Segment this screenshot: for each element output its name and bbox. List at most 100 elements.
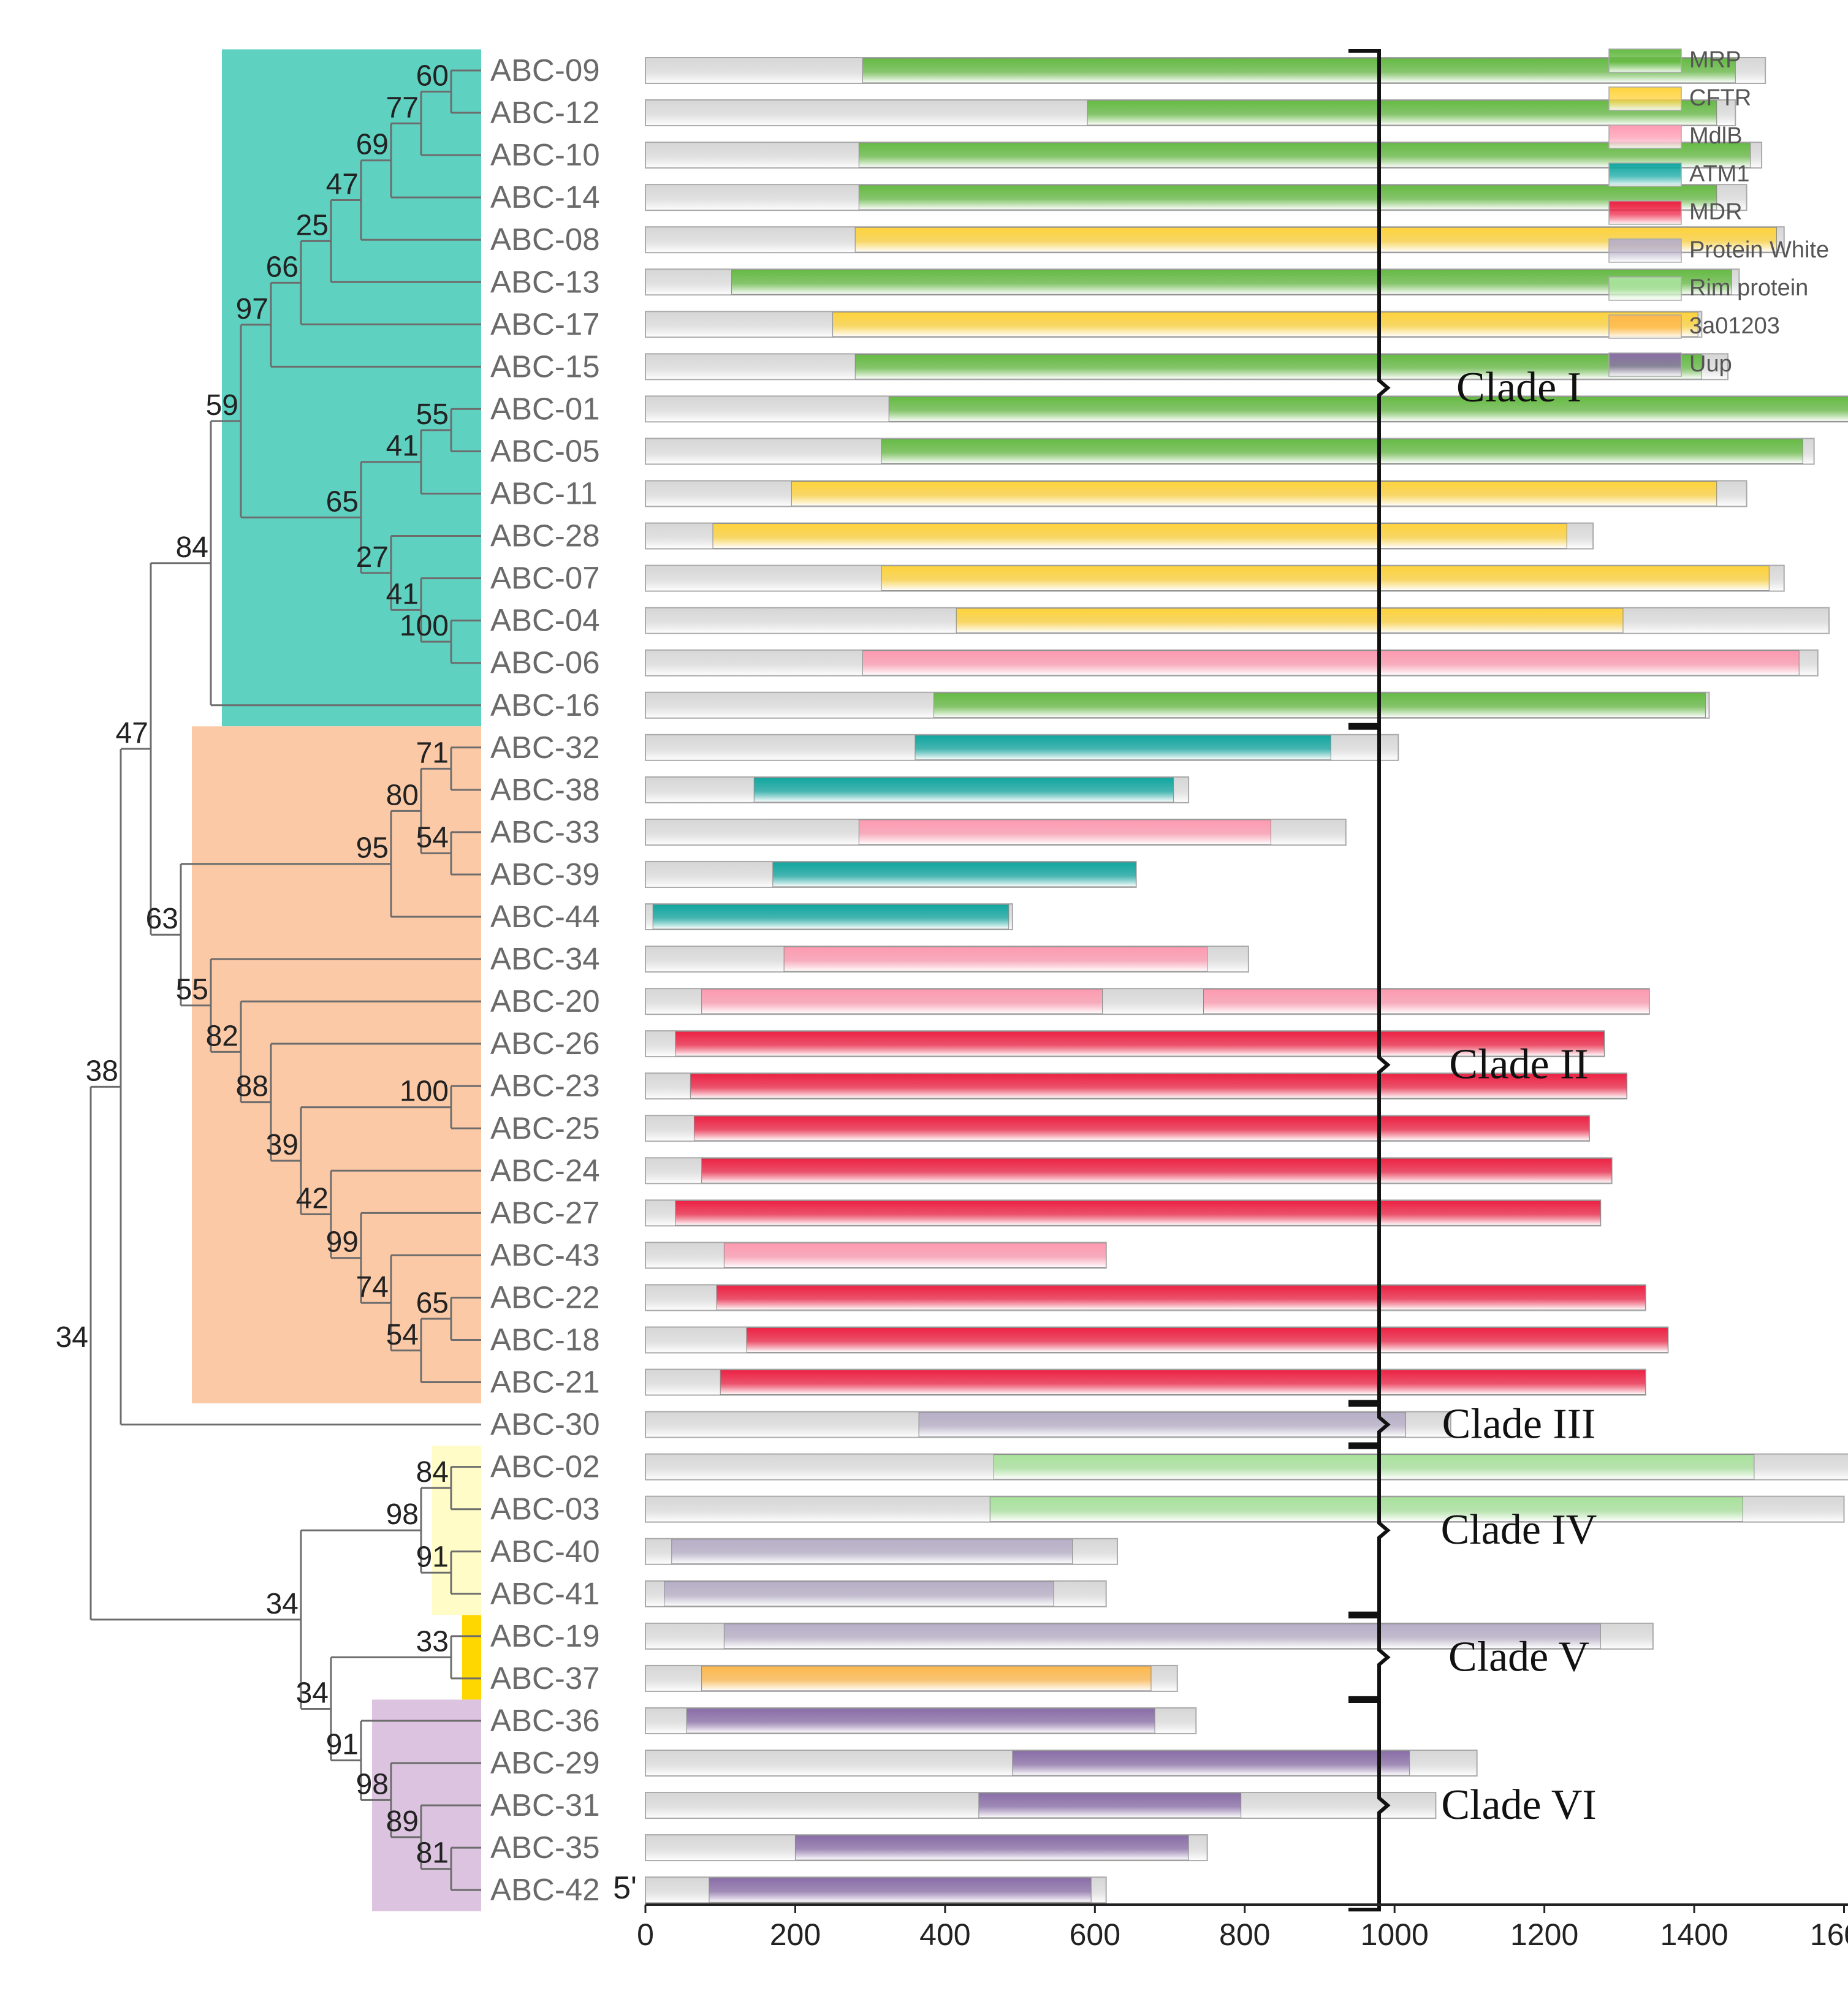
clade-label: Clade IV [1441, 1506, 1597, 1553]
legend-swatch [1608, 48, 1682, 73]
axis-tick-label: 600 [1070, 1917, 1120, 1952]
taxon-label: ABC-25 [490, 1110, 600, 1145]
domain-mdr [675, 1031, 1605, 1056]
domain-mdr [675, 1200, 1601, 1226]
domain-mdr [716, 1284, 1646, 1310]
bootstrap-value: 41 [386, 430, 419, 463]
bootstrap-value: 42 [296, 1183, 329, 1215]
domain-mrp [934, 692, 1706, 718]
taxon-label: ABC-17 [490, 306, 600, 341]
domain-protein-white [671, 1539, 1073, 1565]
legend-swatch [1608, 276, 1682, 301]
taxon-label: ABC-15 [490, 349, 600, 384]
taxon-label: ABC-12 [490, 95, 600, 130]
legend-swatch [1608, 162, 1682, 187]
legend-label: 3a01203 [1689, 313, 1780, 339]
taxon-label: ABC-04 [490, 603, 600, 638]
axis-tick-label: 1200 [1510, 1917, 1578, 1952]
legend-label: Protein White [1689, 237, 1829, 263]
bootstrap-value: 84 [176, 531, 208, 564]
taxon-label: ABC-22 [490, 1280, 600, 1314]
domain-mrp [888, 396, 1848, 422]
clade-bracket [1348, 1445, 1391, 1615]
taxon-label: ABC-38 [490, 772, 600, 807]
taxon-label: ABC-11 [490, 476, 598, 511]
bootstrap-value: 91 [416, 1541, 449, 1573]
domain-protein-white [723, 1623, 1601, 1649]
taxon-labels: ABC-09 ABC-12 ABC-10 ABC-14 ABC-08 ABC-13 ABC-… [490, 53, 600, 1907]
legend-swatch [1608, 238, 1682, 263]
taxon-label: ABC-44 [490, 899, 600, 934]
taxon-label: ABC-34 [490, 941, 600, 976]
domain-mdlb [723, 1242, 1107, 1268]
taxon-label: ABC-29 [490, 1745, 600, 1780]
domain-mdr [746, 1327, 1668, 1352]
clade-bracket [1348, 1614, 1391, 1700]
taxon-label: ABC-35 [490, 1830, 600, 1865]
axis-tick-label: 1400 [1660, 1917, 1728, 1952]
bootstrap-value: 69 [356, 129, 389, 161]
taxon-label: ABC-09 [490, 53, 600, 88]
domain-mdr [701, 1158, 1613, 1183]
domain-mrp [854, 354, 1702, 379]
bootstrap-value: 97 [236, 293, 268, 325]
taxon-label: ABC-05 [490, 433, 600, 468]
taxon-label: ABC-10 [490, 137, 600, 172]
five-prime-label: 5' [613, 1870, 637, 1906]
domain-uup [686, 1708, 1155, 1734]
domain-mrp [862, 58, 1736, 83]
domain-mdr [690, 1073, 1627, 1099]
taxon-label: ABC-01 [490, 391, 600, 426]
bootstrap-value: 33 [416, 1625, 449, 1658]
axis-tick-label: 1000 [1361, 1917, 1429, 1952]
taxon-label: ABC-19 [490, 1618, 600, 1653]
legend-swatch [1608, 352, 1682, 377]
axis-tick-label: 200 [770, 1917, 821, 1952]
bootstrap-value: 81 [416, 1837, 449, 1870]
bootstrap-value: 38 [86, 1055, 118, 1087]
domain-atm1 [652, 904, 1010, 930]
domain-mrp [731, 269, 1732, 295]
taxon-label: ABC-03 [490, 1492, 600, 1527]
taxon-label: ABC-26 [490, 1026, 600, 1061]
taxon-label: ABC-39 [490, 857, 600, 892]
domain-uup [794, 1835, 1189, 1861]
length-axis: 0200400600800100012001400160018005'3' [613, 1870, 1848, 1952]
bootstrap-value: 47 [326, 168, 359, 200]
axis-tick-label: 0 [637, 1917, 654, 1952]
taxon-label: ABC-30 [490, 1407, 600, 1442]
clade-label: Clade V [1448, 1633, 1589, 1680]
taxon-label: ABC-27 [490, 1195, 600, 1230]
domain-rim-protein [993, 1454, 1755, 1480]
bootstrap-value: 88 [236, 1071, 268, 1103]
taxon-label: ABC-14 [490, 180, 600, 214]
domain-uup [1012, 1750, 1410, 1776]
clade-bracket [1348, 1699, 1391, 1912]
bootstrap-value: 91 [326, 1729, 359, 1761]
clade-brackets: Clade I Clade II Clade III Clade IV Clade V C… [1348, 49, 1597, 1912]
taxon-label: ABC-42 [490, 1872, 600, 1907]
clade-label: Clade III [1442, 1401, 1596, 1448]
domain-mrp [858, 142, 1751, 168]
bootstrap-value: 39 [266, 1129, 298, 1161]
clade-box-3 [432, 1446, 481, 1615]
bootstrap-value: 66 [266, 251, 298, 283]
taxon-label: ABC-33 [490, 814, 600, 849]
bootstrap-value: 59 [206, 389, 238, 422]
bootstrap-value: 77 [386, 91, 419, 124]
bootstrap-value: 71 [416, 737, 449, 769]
taxon-label: ABC-28 [490, 518, 600, 553]
bootstrap-value: 89 [386, 1805, 419, 1838]
taxon-label: ABC-31 [490, 1788, 600, 1823]
bootstrap-value: 98 [386, 1498, 419, 1531]
domain-atm1 [772, 862, 1137, 887]
taxon-label: ABC-43 [490, 1237, 600, 1272]
protein-domain-bars [645, 57, 1848, 1904]
domain-mrp [858, 184, 1717, 210]
domain-cftr [791, 481, 1717, 506]
taxon-label: ABC-37 [490, 1661, 600, 1696]
domain-protein-white [664, 1581, 1054, 1607]
clade-box-1 [222, 49, 481, 727]
